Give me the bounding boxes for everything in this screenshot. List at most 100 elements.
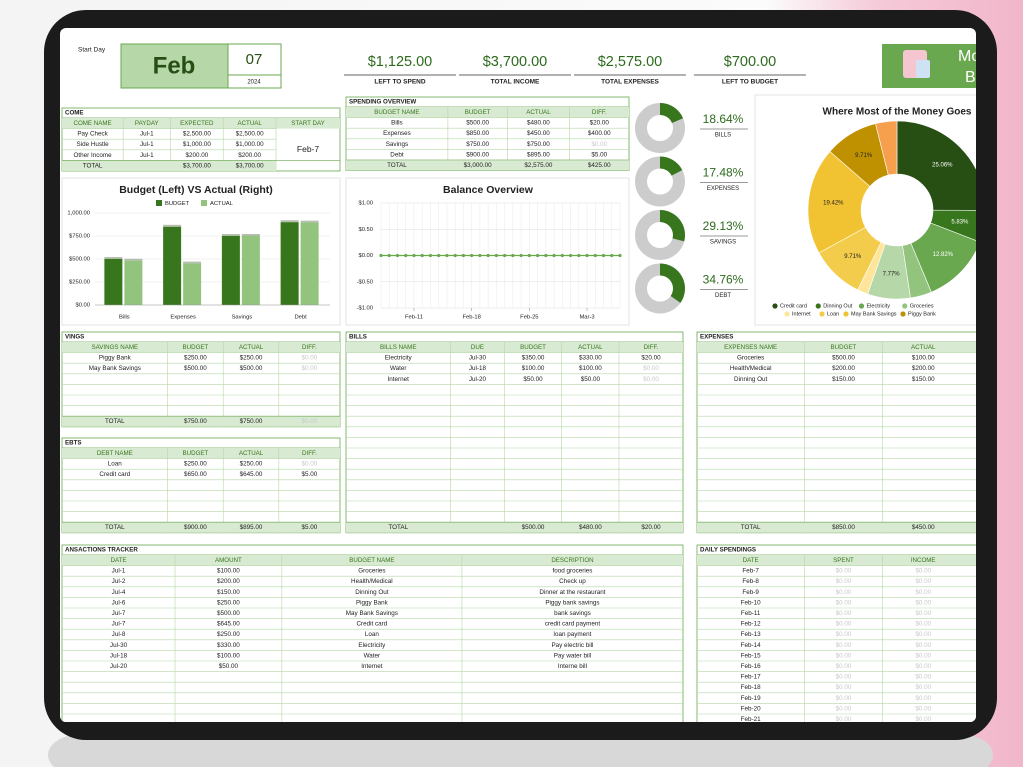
- cell: $750.00: [466, 141, 489, 148]
- total-cell: TOTAL: [741, 524, 761, 531]
- legend-swatch: [900, 311, 906, 317]
- pie-slice: [896, 120, 976, 211]
- cell: $0.00: [915, 695, 931, 702]
- y-tick-label: 1,000.00: [67, 211, 90, 217]
- total-cell: $850.00: [832, 524, 855, 531]
- cell: Feb-16: [741, 663, 761, 670]
- cell: Feb-13: [741, 631, 761, 638]
- donut-percent: 34.76%: [703, 273, 744, 287]
- point: [404, 253, 408, 258]
- column-header: BILLS NAME: [380, 344, 416, 351]
- cell: $5.00: [591, 151, 607, 158]
- total-row: [62, 416, 340, 427]
- bar-top: [104, 257, 123, 259]
- x-tick-label: Debt: [295, 315, 308, 321]
- cell: $0.00: [915, 684, 931, 691]
- total-cell: TOTAL: [105, 418, 125, 425]
- cell: Feb-18: [741, 684, 761, 691]
- column-header: BUDGET NAME: [374, 109, 419, 116]
- chart-title: Balance Overview: [443, 184, 534, 196]
- cell: $0.00: [915, 716, 931, 723]
- cell: $250.00: [217, 599, 240, 606]
- point: [478, 253, 482, 258]
- cell: Credit card: [99, 471, 130, 478]
- cell: $200.00: [185, 152, 208, 159]
- total-cell: $425.00: [588, 162, 611, 169]
- donut-value: [660, 263, 685, 303]
- total-cell: TOTAL: [105, 524, 125, 531]
- column-header: AMOUNT: [215, 557, 242, 564]
- cell: $900.00: [466, 151, 489, 158]
- point: [503, 253, 507, 258]
- cell: Piggy Bank: [99, 355, 132, 362]
- table-title: COME: [65, 110, 84, 117]
- total-cell: $450.00: [912, 524, 935, 531]
- cell: Internet: [388, 376, 410, 383]
- cell: $200.00: [238, 152, 261, 159]
- cell: Loan: [365, 631, 380, 638]
- cell: Jul-1: [112, 568, 126, 575]
- column-header: DATE: [110, 557, 126, 564]
- cell: $1,000.00: [183, 141, 212, 148]
- cell: Feb-14: [741, 642, 761, 649]
- cell: $200.00: [832, 365, 855, 372]
- cell: $100.00: [522, 365, 545, 372]
- column-header: EXPECTED: [180, 120, 214, 127]
- bar-top: [221, 234, 240, 236]
- bar-top: [163, 224, 182, 227]
- cell: $0.00: [836, 631, 852, 638]
- cell: Electricity: [358, 642, 386, 649]
- cell: Pay water bill: [554, 652, 591, 659]
- cell: Dinner at the restaurant: [539, 589, 605, 596]
- cell: Groceries: [737, 355, 764, 362]
- y-tick-label: -$1.00: [357, 306, 373, 312]
- cell: Jul-20: [110, 663, 128, 670]
- logo-icon-screen: [916, 60, 930, 78]
- total-cell: $20.00: [641, 524, 661, 531]
- y-tick-label: $0.00: [75, 303, 90, 309]
- point: [461, 253, 466, 258]
- point: [568, 253, 573, 258]
- cell: $850.00: [466, 130, 489, 137]
- donut-percent: 17.48%: [703, 166, 744, 180]
- y-tick-label: $1.00: [358, 201, 373, 207]
- cell: Health/Medical: [351, 578, 393, 585]
- cell: $0.00: [915, 652, 931, 659]
- cell: Dinning Out: [734, 376, 768, 383]
- cell: Jul-30: [110, 642, 128, 649]
- chart-title: Where Most of the Money Goes: [823, 107, 972, 118]
- y-tick-label: $500.00: [69, 257, 90, 263]
- cell: $250.00: [240, 355, 263, 362]
- cell: $500.00: [832, 355, 855, 362]
- cell: Feb-12: [741, 621, 761, 628]
- total-cell: $2,575.00: [524, 162, 553, 169]
- cell: Check up: [559, 578, 586, 585]
- legend-swatch: [902, 303, 908, 309]
- cell: $0.00: [915, 610, 931, 617]
- header-row: [62, 118, 340, 129]
- cell: $0.00: [836, 716, 852, 723]
- point: [420, 253, 424, 258]
- cell: Expenses: [383, 130, 411, 137]
- cell: Jul-6: [112, 599, 126, 606]
- cell: $350.00: [522, 355, 545, 362]
- bar-top: [241, 234, 260, 236]
- column-header: COME NAME: [73, 120, 111, 127]
- cell: Jul-1: [140, 131, 154, 138]
- month: Feb: [153, 52, 196, 79]
- cell: $0.00: [836, 599, 852, 606]
- total-row: [62, 160, 277, 171]
- cell: $2,500.00: [236, 131, 265, 138]
- stat-label: LEFT TO SPEND: [374, 79, 425, 86]
- cell: Pay Check: [77, 131, 108, 138]
- cell: Feb-19: [741, 695, 761, 702]
- bar: [221, 236, 240, 305]
- cell: $200.00: [912, 365, 935, 372]
- total-cell: $3,700.00: [183, 162, 212, 169]
- cell: bank savings: [554, 610, 591, 617]
- cell: Jul-8: [112, 631, 126, 638]
- day-box: [227, 43, 282, 89]
- header-row: [346, 342, 683, 353]
- total-row: [697, 522, 976, 533]
- legend-swatch: [772, 303, 778, 309]
